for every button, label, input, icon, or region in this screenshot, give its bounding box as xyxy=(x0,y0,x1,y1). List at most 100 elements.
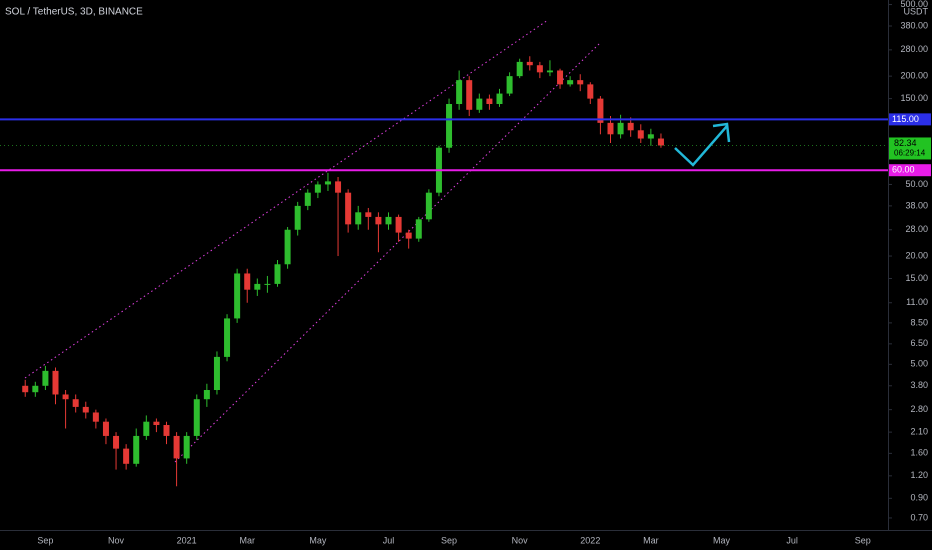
candle-body xyxy=(72,399,79,407)
candle-body xyxy=(224,318,231,357)
candle-body xyxy=(567,80,574,85)
last-price-label: 82.34 xyxy=(894,138,917,148)
candle-body xyxy=(345,192,352,225)
candle-body xyxy=(486,98,493,105)
candle-body xyxy=(375,216,382,225)
axis-unit: USDT xyxy=(904,6,929,16)
candle-body xyxy=(627,122,634,131)
y-tick-label: 3.80 xyxy=(910,380,928,390)
channel-lower xyxy=(174,42,601,463)
candle-body xyxy=(213,356,220,391)
candle-body xyxy=(304,192,311,206)
candle-body xyxy=(173,435,180,459)
y-tick-label: 2.80 xyxy=(910,404,928,414)
candle-body xyxy=(425,192,432,220)
candle-body xyxy=(385,216,392,225)
x-tick-label: Jul xyxy=(383,535,395,545)
x-tick-label: Sep xyxy=(37,535,53,545)
candle-body xyxy=(314,184,321,193)
candle-body xyxy=(32,385,39,393)
candle-body xyxy=(476,98,483,110)
y-tick-label: 380.00 xyxy=(900,20,928,30)
candle-body xyxy=(123,448,130,464)
candle-body xyxy=(133,435,140,464)
candle-body xyxy=(102,421,109,436)
candle-body xyxy=(587,84,594,99)
y-tick-label: 8.50 xyxy=(910,317,928,327)
level-tag xyxy=(889,113,931,126)
x-tick-label: 2022 xyxy=(580,535,600,545)
candle-body xyxy=(647,134,654,139)
candle-body xyxy=(234,273,241,319)
candle-body xyxy=(657,138,664,146)
y-tick-label: 2.10 xyxy=(910,426,928,436)
candle-body xyxy=(526,61,533,66)
x-tick-label: Nov xyxy=(108,535,125,545)
candle-body xyxy=(82,406,89,413)
candle-body xyxy=(466,80,473,110)
candle-body xyxy=(446,104,453,148)
candle-body xyxy=(395,216,402,233)
x-tick-label: May xyxy=(309,535,327,545)
candle-body xyxy=(92,412,99,422)
candle-body xyxy=(143,421,150,436)
candle-body xyxy=(365,212,372,217)
candle-body xyxy=(415,219,422,239)
candle-body xyxy=(274,264,281,284)
y-tick-label: 11.00 xyxy=(906,297,928,307)
y-tick-label: 1.20 xyxy=(910,470,928,480)
x-tick-label: 2021 xyxy=(177,535,197,545)
candle-body xyxy=(637,130,644,139)
level-tag xyxy=(889,164,931,177)
candle-body xyxy=(405,232,412,239)
y-tick-label: 0.70 xyxy=(910,512,928,522)
x-tick-label: Mar xyxy=(643,535,659,545)
candle-body xyxy=(324,181,331,185)
candle-body xyxy=(516,61,523,77)
y-tick-label: 50.00 xyxy=(905,179,928,189)
candle-body xyxy=(355,212,362,225)
candle-body xyxy=(42,370,49,386)
y-tick-label: 1.60 xyxy=(910,448,928,458)
candle-body xyxy=(294,205,301,230)
candle-body xyxy=(244,273,251,290)
candle-body xyxy=(203,390,210,400)
forecast-arrow xyxy=(674,125,728,167)
y-tick-label: 6.50 xyxy=(910,338,928,348)
candle-body xyxy=(506,76,513,94)
x-tick-label: Jul xyxy=(786,535,798,545)
y-tick-label: 280.00 xyxy=(900,44,928,54)
candle-body xyxy=(577,80,584,85)
candle-body xyxy=(22,385,29,393)
level-label: 115.00 xyxy=(892,114,919,124)
candle-body xyxy=(284,229,291,265)
candle-body xyxy=(546,70,553,73)
candle-body xyxy=(193,399,200,436)
candle-body xyxy=(153,421,160,426)
candle-body xyxy=(557,70,564,85)
y-tick-label: 28.00 xyxy=(905,224,928,234)
last-price-tag xyxy=(889,137,931,160)
chart-title: SOL / TetherUS, 3D, BINANCE xyxy=(5,7,143,18)
candle-body xyxy=(617,122,624,135)
countdown-label: 06:29:14 xyxy=(894,149,926,158)
y-tick-label: 150.00 xyxy=(900,93,928,103)
y-tick-label: 500.00 xyxy=(900,0,928,9)
candle-body xyxy=(496,93,503,105)
y-tick-label: 0.90 xyxy=(910,493,928,503)
y-tick-label: 200.00 xyxy=(900,71,928,81)
candle-body xyxy=(52,370,59,395)
y-tick-label: 15.00 xyxy=(905,273,928,283)
x-tick-label: Nov xyxy=(512,535,529,545)
candle-body xyxy=(456,80,463,105)
candle-body xyxy=(597,98,604,123)
candle-body xyxy=(264,283,271,285)
candle-body xyxy=(335,181,342,193)
arrow-head xyxy=(712,122,731,143)
x-tick-label: Sep xyxy=(441,535,457,545)
y-tick-label: 38.00 xyxy=(905,200,928,210)
x-tick-label: Sep xyxy=(855,535,871,545)
